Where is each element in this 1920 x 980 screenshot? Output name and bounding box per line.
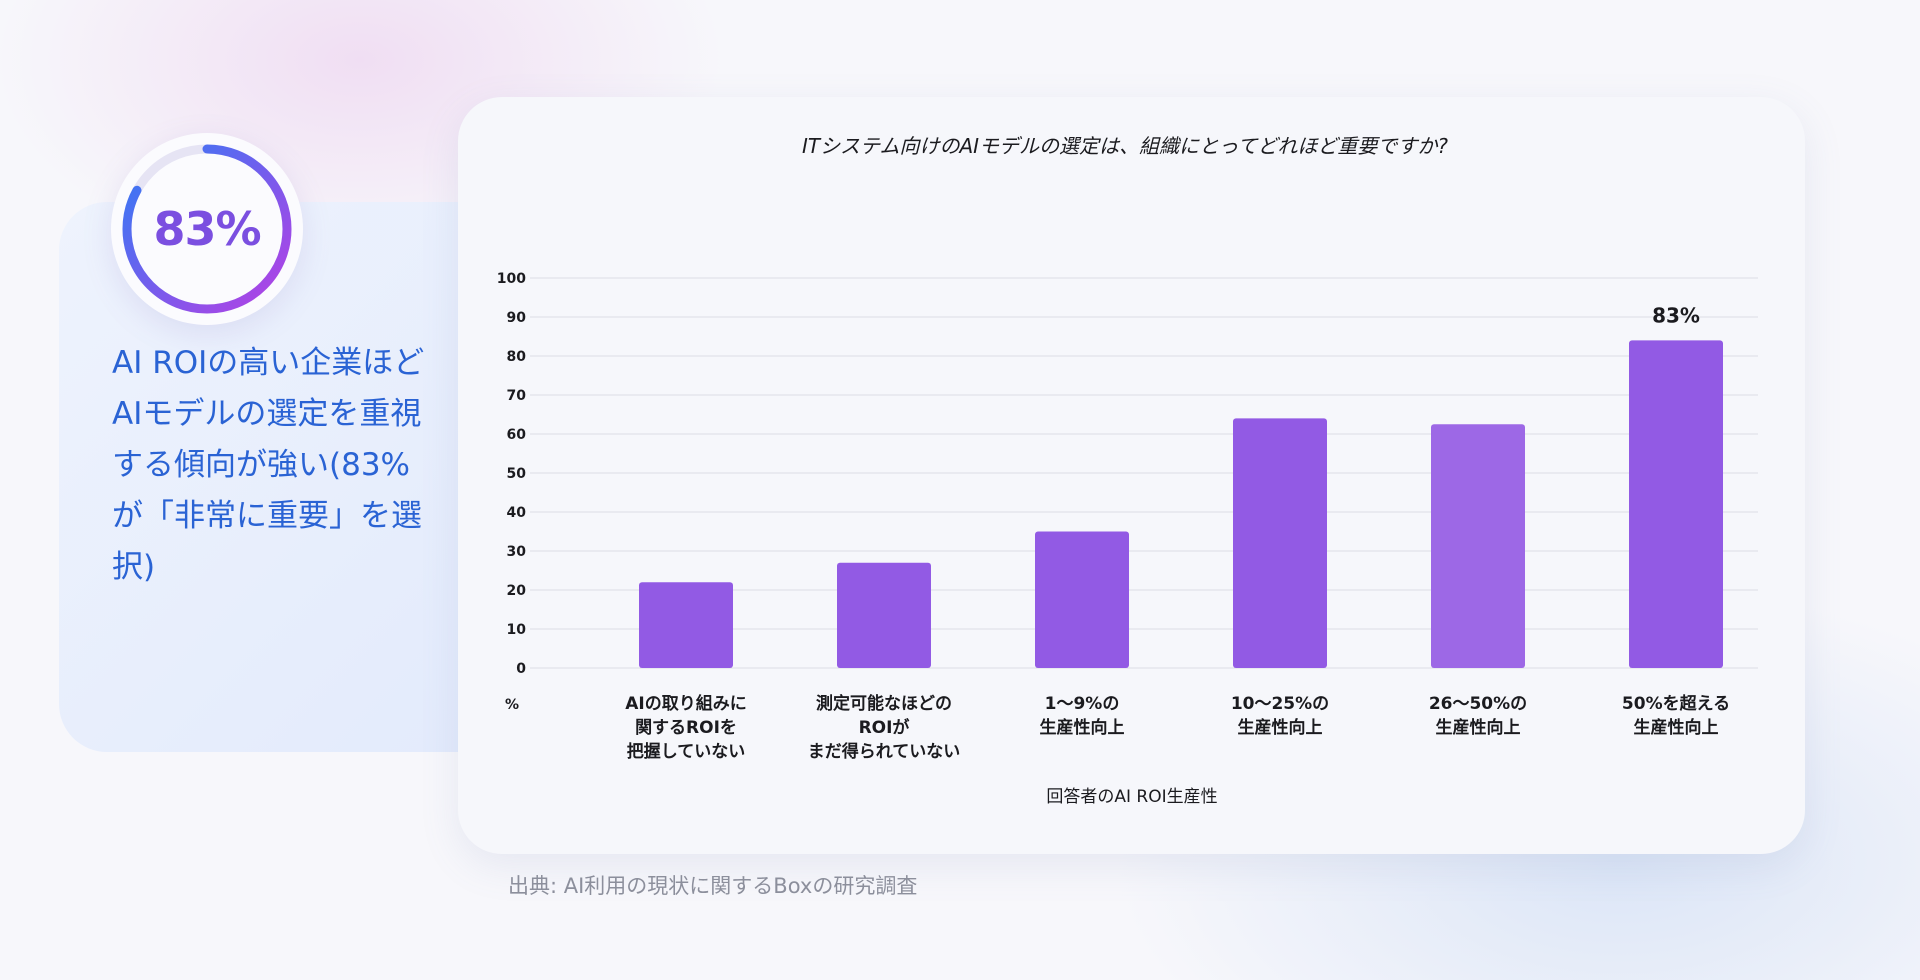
bar xyxy=(1233,418,1327,668)
stat-badge: 83% xyxy=(111,133,303,325)
y-tick-label: 30 xyxy=(507,544,527,560)
x-tick-label: 測定可能なほどの ROIがまだ得られていない xyxy=(808,693,961,762)
x-tick-label: 26〜50%の生産性向上 xyxy=(1429,694,1527,738)
stat-value: 83% xyxy=(153,202,261,256)
bar xyxy=(837,562,931,668)
y-tick-label: 80 xyxy=(507,349,527,365)
bar xyxy=(1629,340,1723,668)
bar xyxy=(639,582,733,668)
chart-title: ITシステム向けのAIモデルの選定は、組織にとってどれほど重要ですか? xyxy=(802,134,1448,158)
y-axis-label: % xyxy=(505,697,519,713)
progress-ring xyxy=(122,144,292,314)
headline-text: AI ROIの高い企業ほどAIモデルの選定を重視する傾向が強い(83%が「非常に… xyxy=(112,345,425,585)
x-tick-label: AIの取り組みに関するROIを把握していない xyxy=(625,693,746,762)
x-tick-label: 50%を超える生産性向上 xyxy=(1622,693,1730,738)
y-tick-label: 20 xyxy=(507,583,527,599)
source-note: 出典: AI利用の現状に関するBoxの研究調査 xyxy=(508,874,918,898)
progress-ring-fill xyxy=(122,144,292,314)
y-tick-label: 60 xyxy=(507,427,527,443)
bar-chart: ITシステム向けのAIモデルの選定は、組織にとってどれほど重要ですか? 0 10 20… xyxy=(497,134,1758,807)
data-label: 83% xyxy=(1652,303,1700,327)
y-tick-label: 90 xyxy=(507,310,527,326)
x-axis-label: 回答者のAI ROI生産性 xyxy=(1046,787,1217,807)
x-tick-label: 10〜25%の生産性向上 xyxy=(1231,694,1329,738)
bar xyxy=(1431,424,1525,668)
bar xyxy=(1035,531,1129,668)
chart-card xyxy=(458,97,1805,854)
y-tick-label: 50 xyxy=(507,466,527,482)
y-tick-label: 70 xyxy=(507,388,527,404)
y-tick-label: 40 xyxy=(507,505,527,521)
y-tick-label: 100 xyxy=(497,271,526,287)
y-tick-label: 0 xyxy=(516,661,526,677)
y-tick-label: 10 xyxy=(507,622,527,638)
x-tick-label: 1〜9%の生産性向上 xyxy=(1040,694,1125,738)
